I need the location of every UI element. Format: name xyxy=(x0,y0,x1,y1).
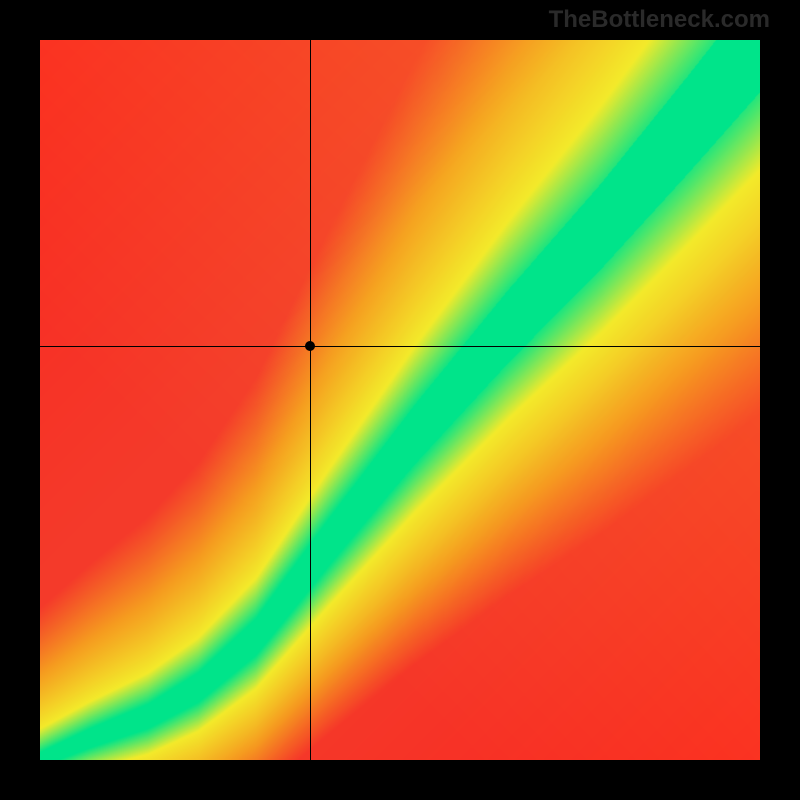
marker-dot xyxy=(305,341,315,351)
plot-area xyxy=(40,40,760,760)
crosshair-horizontal xyxy=(40,346,760,347)
crosshair-vertical xyxy=(310,40,311,760)
heatmap-canvas xyxy=(40,40,760,760)
watermark-text: TheBottleneck.com xyxy=(549,6,770,34)
chart-container: TheBottleneck.com xyxy=(0,0,800,800)
